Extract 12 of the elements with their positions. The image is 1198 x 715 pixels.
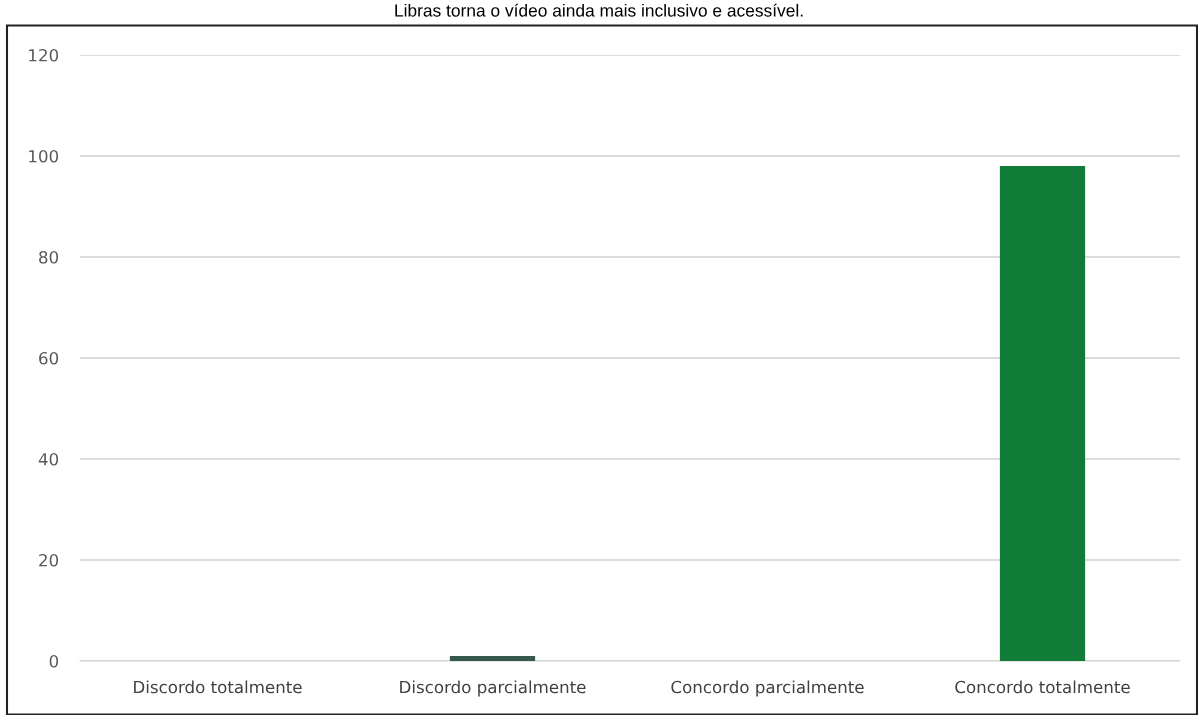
y-tick-label: 120 [29,48,59,62]
chart-title: Libras torna o vídeo ainda mais inclusivo e acessível. [395,3,803,17]
x-tick-label: Discordo parcialmente [400,680,586,697]
y-tick-label: 80 [39,250,59,264]
y-tick-label: 20 [39,553,59,567]
x-tick-label: Discordo totalmente [134,680,302,694]
x-tick-label: Concordo parcialmente [671,680,864,697]
y-tick-label: 100 [29,149,59,163]
x-tick-label: Concordo totalmente [955,680,1130,694]
y-tick-label: 60 [39,351,59,365]
y-tick-label: 40 [38,452,59,466]
y-tick-label: 0 [49,654,59,668]
